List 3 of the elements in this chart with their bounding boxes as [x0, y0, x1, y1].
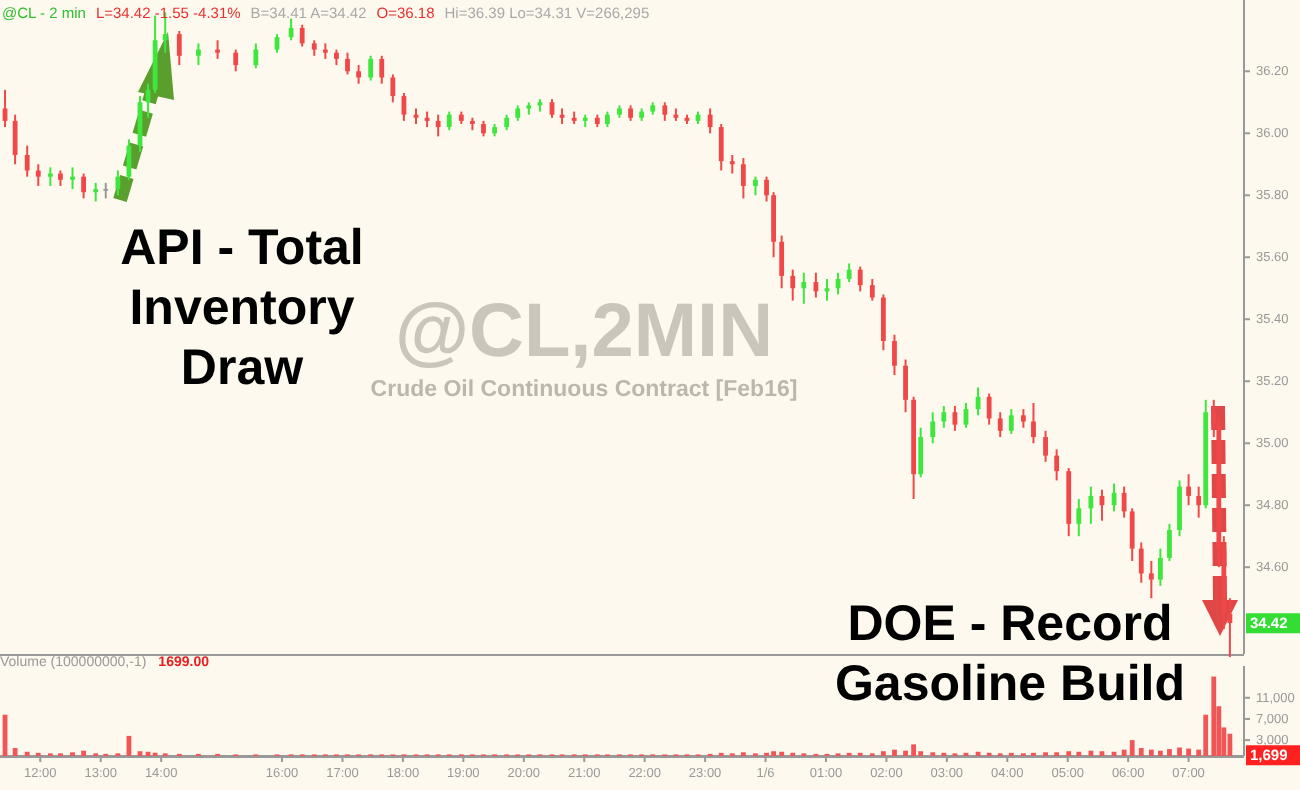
annotation: API - Total Inventory Draw [120, 220, 364, 396]
annotation: Crude Oil Continuous Contract [Feb16] [370, 378, 798, 402]
annotation: DOE - Record Gasoline Build [834, 596, 1186, 712]
